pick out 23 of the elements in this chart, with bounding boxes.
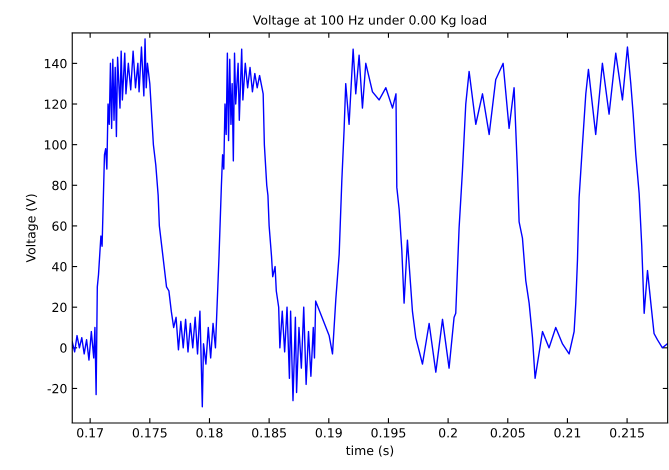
line-series [72, 38, 668, 408]
x-tick-label: 0.21 [554, 428, 580, 438]
y-axis-title: Voltage (V) [26, 194, 38, 262]
x-axis-title: time (s) [346, 446, 394, 457]
y-tick-label: 20 [52, 302, 67, 312]
y-tick-label: 140 [44, 58, 67, 68]
y-tick-label: 80 [52, 180, 67, 190]
x-tick-label: 0.2 [438, 428, 457, 438]
x-tick-label: 0.19 [316, 428, 342, 438]
x-tick-label: 0.175 [132, 428, 167, 438]
y-tick-label: 40 [52, 262, 67, 272]
x-tick-label: 0.17 [77, 428, 103, 438]
x-tick-label: 0.195 [371, 428, 406, 438]
chart-title: Voltage at 100 Hz under 0.00 Kg load [252, 15, 486, 28]
y-tick-label: 60 [52, 221, 67, 231]
y-tick-label: 0 [60, 343, 67, 353]
x-tick-label: 0.215 [610, 428, 644, 438]
y-tick-label: 120 [44, 99, 67, 109]
y-tick-label: 100 [44, 140, 67, 150]
y-tick-label: -20 [48, 384, 67, 394]
x-tick-label: 0.205 [490, 428, 525, 438]
x-tick-label: 0.185 [252, 428, 286, 438]
x-tick-label: 0.18 [196, 428, 223, 438]
